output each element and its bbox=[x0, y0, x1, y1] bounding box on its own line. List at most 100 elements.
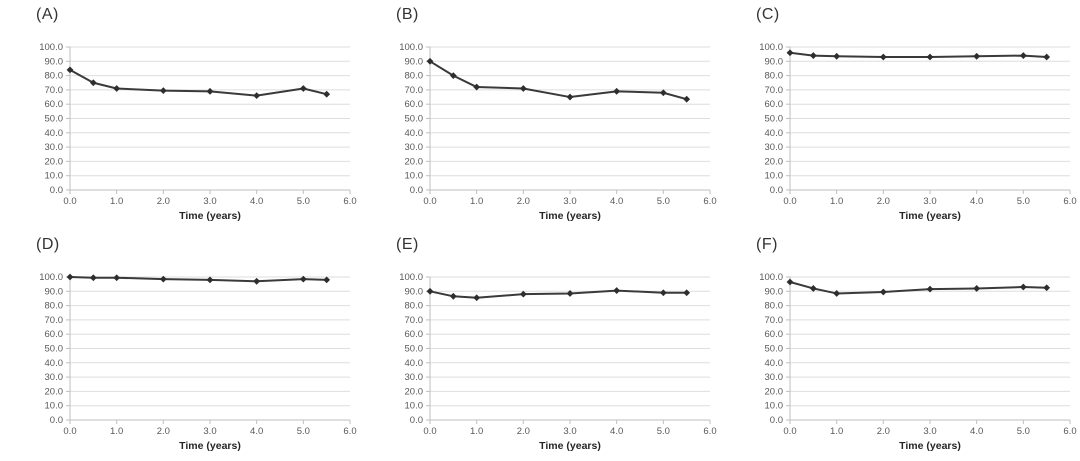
data-point-marker bbox=[473, 83, 481, 91]
svg-text:5.0: 5.0 bbox=[657, 196, 670, 207]
data-point-marker bbox=[613, 87, 621, 95]
svg-text:1.0: 1.0 bbox=[830, 426, 843, 437]
svg-text:50.0: 50.0 bbox=[45, 114, 64, 125]
svg-text:60.0: 60.0 bbox=[405, 329, 424, 340]
panel-label-e: (E) bbox=[396, 236, 419, 253]
data-point-marker bbox=[973, 52, 981, 60]
data-point-marker bbox=[659, 89, 667, 97]
svg-text:30.0: 30.0 bbox=[405, 142, 424, 153]
panel-f: (F) 0.0 10.0 20.0 30.0 40.0 50.0 60.0 70.0 80.0 90… bbox=[720, 230, 1080, 460]
gridlines bbox=[790, 276, 1070, 407]
series-line bbox=[789, 51, 1048, 59]
svg-text:10.0: 10.0 bbox=[405, 401, 424, 412]
svg-text:100.0: 100.0 bbox=[39, 272, 63, 283]
data-point-marker bbox=[206, 276, 214, 284]
x-axis-tick-labels: 0.0 1.0 2.0 3.0 4.0 5.0 6.0 bbox=[423, 196, 716, 207]
y-axis-ticks bbox=[66, 46, 70, 191]
svg-text:30.0: 30.0 bbox=[765, 372, 784, 383]
svg-text:30.0: 30.0 bbox=[45, 372, 64, 383]
svg-text:50.0: 50.0 bbox=[765, 344, 784, 355]
svg-text:1.0: 1.0 bbox=[110, 426, 123, 437]
svg-text:60.0: 60.0 bbox=[765, 329, 784, 340]
svg-text:70.0: 70.0 bbox=[45, 315, 64, 326]
data-point-marker bbox=[519, 290, 527, 298]
svg-text:100.0: 100.0 bbox=[39, 42, 63, 53]
panel-c: (C) 0.0 10.0 20.0 30.0 40.0 50.0 60.0 70.0 80.0 90… bbox=[720, 0, 1080, 230]
svg-text:10.0: 10.0 bbox=[765, 401, 784, 412]
gridlines bbox=[70, 46, 350, 177]
svg-text:20.0: 20.0 bbox=[405, 156, 424, 167]
svg-text:6.0: 6.0 bbox=[703, 196, 716, 207]
x-axis-title: Time (years) bbox=[179, 440, 241, 452]
svg-text:20.0: 20.0 bbox=[765, 386, 784, 397]
series-line bbox=[69, 276, 328, 283]
svg-text:20.0: 20.0 bbox=[45, 156, 64, 167]
svg-text:0.0: 0.0 bbox=[770, 185, 783, 196]
svg-text:6.0: 6.0 bbox=[343, 196, 356, 207]
data-point-marker bbox=[879, 288, 887, 296]
svg-text:3.0: 3.0 bbox=[563, 426, 576, 437]
svg-text:0.0: 0.0 bbox=[423, 196, 436, 207]
y-axis-tick-labels: 0.0 10.0 20.0 30.0 40.0 50.0 60.0 70.0 80.0 90.0 1… bbox=[399, 42, 423, 196]
x-axis-ticks bbox=[789, 190, 1071, 194]
svg-text:70.0: 70.0 bbox=[405, 85, 424, 96]
data-point-marker bbox=[253, 277, 261, 285]
x-axis-tick-labels: 0.0 1.0 2.0 3.0 4.0 5.0 6.0 bbox=[423, 426, 716, 437]
svg-text:6.0: 6.0 bbox=[703, 426, 716, 437]
panel-label-d: (D) bbox=[36, 236, 60, 253]
data-point-marker bbox=[449, 72, 457, 79]
svg-text:100.0: 100.0 bbox=[399, 42, 423, 53]
svg-text:90.0: 90.0 bbox=[765, 286, 784, 297]
svg-text:40.0: 40.0 bbox=[45, 358, 64, 369]
x-axis-title: Time (years) bbox=[899, 210, 961, 222]
svg-text:100.0: 100.0 bbox=[759, 42, 783, 53]
svg-text:1.0: 1.0 bbox=[470, 426, 483, 437]
svg-text:6.0: 6.0 bbox=[343, 426, 356, 437]
panel-a: (A) 0.0 10.0 20.0 30.0 40.0 50.0 60.0 70.0 80.0 90… bbox=[0, 0, 360, 230]
data-point-marker bbox=[66, 66, 74, 74]
svg-text:100.0: 100.0 bbox=[759, 272, 783, 283]
svg-text:20.0: 20.0 bbox=[405, 386, 424, 397]
x-axis-tick-labels: 0.0 1.0 2.0 3.0 4.0 5.0 6.0 bbox=[63, 196, 356, 207]
data-point-marker bbox=[299, 85, 307, 92]
x-axis-title: Time (years) bbox=[539, 210, 601, 222]
data-point-marker bbox=[879, 53, 887, 61]
panel-e: (E) 0.0 10.0 20.0 30.0 40.0 50.0 60.0 70.0 80.0 90… bbox=[360, 230, 720, 460]
data-point-marker bbox=[1043, 284, 1051, 292]
svg-text:0.0: 0.0 bbox=[50, 415, 63, 426]
svg-text:10.0: 10.0 bbox=[765, 171, 784, 182]
svg-text:3.0: 3.0 bbox=[203, 426, 216, 437]
svg-text:2.0: 2.0 bbox=[517, 426, 530, 437]
data-point-marker bbox=[613, 287, 621, 294]
x-axis-title: Time (years) bbox=[899, 440, 961, 452]
svg-text:4.0: 4.0 bbox=[250, 426, 263, 437]
svg-text:40.0: 40.0 bbox=[405, 358, 424, 369]
chart-d: 0.0 10.0 20.0 30.0 40.0 50.0 60.0 70.0 80.0 90.0 1… bbox=[39, 272, 356, 452]
data-point-marker bbox=[323, 90, 331, 98]
svg-text:5.0: 5.0 bbox=[1017, 196, 1030, 207]
svg-text:0.0: 0.0 bbox=[63, 196, 76, 207]
y-axis-ticks bbox=[426, 276, 430, 421]
y-axis-ticks bbox=[786, 46, 790, 191]
x-axis-title: Time (years) bbox=[539, 440, 601, 452]
svg-text:0.0: 0.0 bbox=[783, 196, 796, 207]
data-point-marker bbox=[473, 294, 481, 302]
svg-text:2.0: 2.0 bbox=[517, 196, 530, 207]
chart-e: 0.0 10.0 20.0 30.0 40.0 50.0 60.0 70.0 80.0 90.0 1… bbox=[399, 272, 716, 452]
svg-text:30.0: 30.0 bbox=[45, 142, 64, 153]
svg-text:30.0: 30.0 bbox=[765, 142, 784, 153]
svg-text:0.0: 0.0 bbox=[770, 415, 783, 426]
svg-text:50.0: 50.0 bbox=[405, 114, 424, 125]
svg-text:60.0: 60.0 bbox=[765, 99, 784, 110]
data-point-marker bbox=[786, 49, 794, 57]
svg-text:30.0: 30.0 bbox=[405, 372, 424, 383]
svg-text:70.0: 70.0 bbox=[405, 315, 424, 326]
svg-text:90.0: 90.0 bbox=[405, 56, 424, 67]
data-point-marker bbox=[809, 285, 817, 292]
data-point-marker bbox=[683, 289, 691, 297]
x-axis-ticks bbox=[429, 420, 711, 424]
svg-text:50.0: 50.0 bbox=[405, 344, 424, 355]
data-point-marker bbox=[566, 290, 574, 297]
y-axis-ticks bbox=[786, 276, 790, 421]
svg-text:40.0: 40.0 bbox=[765, 358, 784, 369]
